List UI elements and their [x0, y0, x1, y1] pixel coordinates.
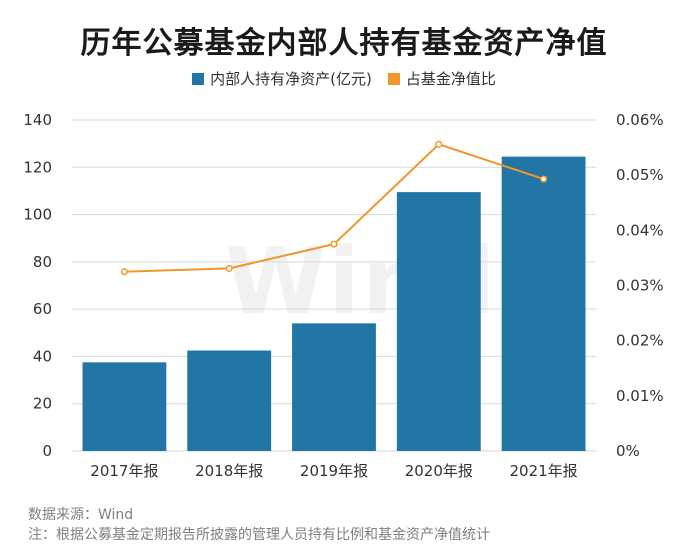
- bar-series: [82, 156, 586, 451]
- footer-note: 注：根据公募基金定期报告所披露的管理人员持有比例和基金资产净值统计: [28, 527, 490, 543]
- x-tick-label: 2020年报: [405, 462, 473, 480]
- legend-line-label: 占基金净值比: [405, 70, 496, 88]
- x-tick-label: 2019年报: [300, 462, 368, 480]
- legend-bar-swatch: [192, 72, 205, 85]
- legend-bar-label: 内部人持有净资产(亿元): [210, 70, 372, 88]
- left-tick-label: 0: [42, 442, 52, 460]
- x-axis-ticks: 2017年报 2018年报 2019年报 2020年报 2021年报: [90, 462, 577, 480]
- left-tick-label: 20: [33, 395, 52, 413]
- line-point: [330, 240, 338, 248]
- chart-title: 历年公募基金内部人持有基金资产净值: [80, 26, 608, 61]
- bar: [396, 192, 481, 451]
- right-tick-label: 0.01%: [616, 387, 664, 405]
- bar: [187, 350, 272, 451]
- right-tick-label: 0.04%: [616, 221, 664, 239]
- legend-item-bar: 内部人持有净资产(亿元): [192, 68, 372, 89]
- right-axis-ticks: 0% 0.01% 0.02% 0.03% 0.04% 0.05% 0.06%: [616, 111, 664, 460]
- line-point: [540, 175, 548, 183]
- left-tick-label: 100: [23, 206, 52, 224]
- x-tick-label: 2021年报: [510, 462, 578, 480]
- bar: [292, 323, 376, 451]
- bar: [82, 362, 167, 451]
- legend-line-swatch: [387, 72, 400, 85]
- legend: 内部人持有净资产(亿元) 占基金净值比: [0, 68, 688, 89]
- legend-item-line: 占基金净值比: [387, 68, 496, 89]
- right-tick-label: 0.06%: [616, 111, 664, 129]
- left-tick-label: 80: [33, 253, 52, 271]
- bar: [501, 156, 586, 451]
- right-tick-label: 0.02%: [616, 332, 664, 350]
- line-point: [120, 268, 128, 276]
- line-point: [225, 264, 233, 272]
- left-tick-label: 60: [33, 300, 52, 318]
- line-series: [120, 140, 548, 276]
- right-tick-label: 0.03%: [616, 277, 664, 295]
- left-tick-label: 140: [23, 111, 52, 129]
- right-tick-label: 0%: [616, 442, 640, 460]
- footer-source: 数据来源：Wind: [28, 507, 134, 523]
- left-tick-label: 120: [23, 158, 52, 176]
- x-tick-label: 2018年报: [195, 462, 263, 480]
- left-axis-ticks: 0 20 40 60 80 100 120 140: [23, 111, 52, 460]
- right-tick-label: 0.05%: [616, 166, 664, 184]
- line-point: [435, 140, 443, 148]
- left-tick-label: 40: [33, 347, 52, 365]
- x-tick-label: 2017年报: [90, 462, 158, 480]
